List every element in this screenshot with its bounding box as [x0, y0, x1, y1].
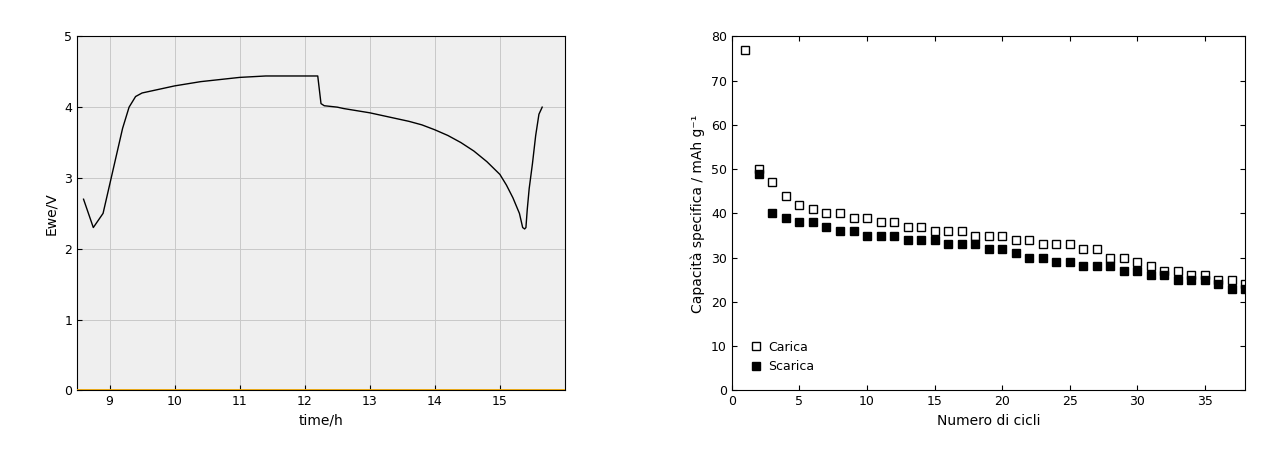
Scarica — [886, 233, 901, 238]
X-axis label: time/h: time/h — [299, 414, 343, 428]
Carica — [1143, 264, 1158, 269]
Carica — [805, 206, 820, 212]
Carica — [1224, 277, 1239, 282]
Carica — [1008, 237, 1023, 242]
Scarica — [900, 237, 915, 242]
Scarica — [1022, 255, 1037, 261]
Scarica — [967, 242, 982, 247]
Scarica — [751, 171, 767, 176]
Carica — [859, 215, 874, 221]
Carica — [792, 202, 808, 207]
Scarica — [765, 211, 781, 216]
Carica — [900, 224, 915, 229]
Scarica — [873, 233, 889, 238]
Carica — [1035, 242, 1050, 247]
Carica — [1076, 246, 1091, 252]
Carica — [1130, 259, 1145, 265]
Scarica — [1170, 277, 1185, 282]
Scarica — [792, 219, 808, 225]
Scarica — [778, 215, 794, 221]
Scarica — [1076, 264, 1091, 269]
Carica — [995, 233, 1011, 238]
Scarica — [1035, 255, 1050, 261]
Line: Scarica: Scarica — [755, 169, 1249, 293]
Scarica — [1211, 281, 1226, 287]
Scarica — [940, 242, 955, 247]
Carica — [1238, 281, 1253, 287]
Scarica — [1062, 259, 1077, 265]
Carica — [832, 211, 847, 216]
Scarica — [1143, 272, 1158, 278]
Scarica — [954, 242, 969, 247]
Scarica — [832, 228, 847, 234]
Line: Carica: Carica — [741, 45, 1249, 288]
Carica — [778, 193, 794, 198]
Scarica — [1008, 251, 1023, 256]
Scarica — [995, 246, 1011, 252]
Carica — [1157, 268, 1172, 274]
Carica — [981, 233, 996, 238]
Carica — [846, 215, 862, 221]
Scarica — [1184, 277, 1199, 282]
Scarica — [1089, 264, 1104, 269]
Scarica — [1197, 277, 1212, 282]
Carica — [1170, 268, 1185, 274]
Carica — [1022, 237, 1037, 242]
Scarica — [1103, 264, 1118, 269]
Carica — [1103, 255, 1118, 261]
Legend: Carica, Scarica: Carica, Scarica — [745, 336, 819, 378]
Y-axis label: Ewe/V: Ewe/V — [45, 192, 59, 235]
Carica — [967, 233, 982, 238]
Y-axis label: Capacità specifica / mAh g⁻¹: Capacità specifica / mAh g⁻¹ — [691, 114, 705, 312]
Scarica — [859, 233, 874, 238]
Scarica — [913, 237, 928, 242]
Scarica — [1157, 272, 1172, 278]
Carica — [1062, 242, 1077, 247]
Carica — [1089, 246, 1104, 252]
Carica — [751, 166, 767, 172]
Carica — [927, 228, 942, 234]
Scarica — [1116, 268, 1131, 274]
Carica — [886, 219, 901, 225]
Carica — [1184, 272, 1199, 278]
Carica — [873, 219, 889, 225]
Scarica — [927, 237, 942, 242]
Carica — [940, 228, 955, 234]
Scarica — [846, 228, 862, 234]
Carica — [1116, 255, 1131, 261]
Scarica — [1049, 259, 1064, 265]
Carica — [1049, 242, 1064, 247]
Carica — [913, 224, 928, 229]
X-axis label: Numero di cicli: Numero di cicli — [937, 414, 1040, 428]
Scarica — [805, 219, 820, 225]
Carica — [738, 47, 754, 52]
Carica — [1211, 277, 1226, 282]
Scarica — [1224, 286, 1239, 291]
Carica — [819, 211, 835, 216]
Carica — [1197, 272, 1212, 278]
Carica — [954, 228, 969, 234]
Scarica — [1238, 286, 1253, 291]
Scarica — [819, 224, 835, 229]
Carica — [765, 180, 781, 185]
Scarica — [1130, 268, 1145, 274]
Scarica — [981, 246, 996, 252]
